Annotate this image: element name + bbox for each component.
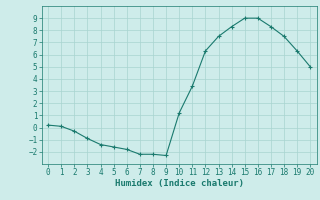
X-axis label: Humidex (Indice chaleur): Humidex (Indice chaleur) — [115, 179, 244, 188]
